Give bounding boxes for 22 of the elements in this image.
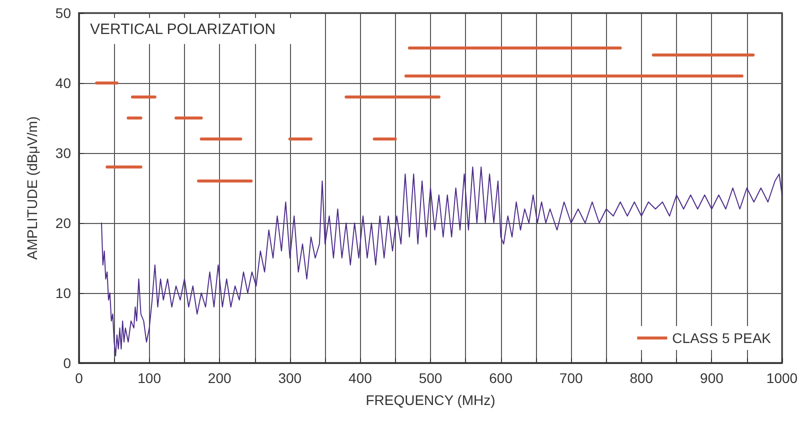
x-tick-label: 200 bbox=[208, 370, 232, 386]
y-axis-title: AMPLITUDE (dBμV/m) bbox=[24, 116, 40, 260]
legend-label: CLASS 5 PEAK bbox=[672, 330, 772, 346]
y-tick-label: 0 bbox=[63, 355, 72, 371]
x-tick-label: 800 bbox=[630, 370, 654, 386]
x-tick-label: 500 bbox=[418, 370, 442, 386]
x-tick-label: 300 bbox=[278, 370, 302, 386]
x-tick-label: 700 bbox=[559, 370, 583, 386]
x-axis-title: FREQUENCY (MHz) bbox=[366, 392, 496, 408]
y-tick-label: 50 bbox=[55, 5, 72, 21]
x-tick-label: 600 bbox=[489, 370, 513, 386]
y-tick-label: 20 bbox=[55, 215, 72, 231]
x-tick-label: 0 bbox=[75, 370, 84, 386]
annotation: VERTICAL POLARIZATION bbox=[90, 21, 276, 38]
line-series bbox=[100, 166, 782, 356]
x-tick-label: 100 bbox=[138, 370, 162, 386]
x-tick-label: 900 bbox=[700, 370, 724, 386]
y-tick-label: 10 bbox=[55, 285, 72, 301]
y-tick-label: 30 bbox=[55, 145, 72, 161]
y-tick-label: 40 bbox=[55, 75, 72, 91]
x-tick-label: 1000 bbox=[766, 370, 798, 386]
x-tick-label: 400 bbox=[348, 370, 372, 386]
